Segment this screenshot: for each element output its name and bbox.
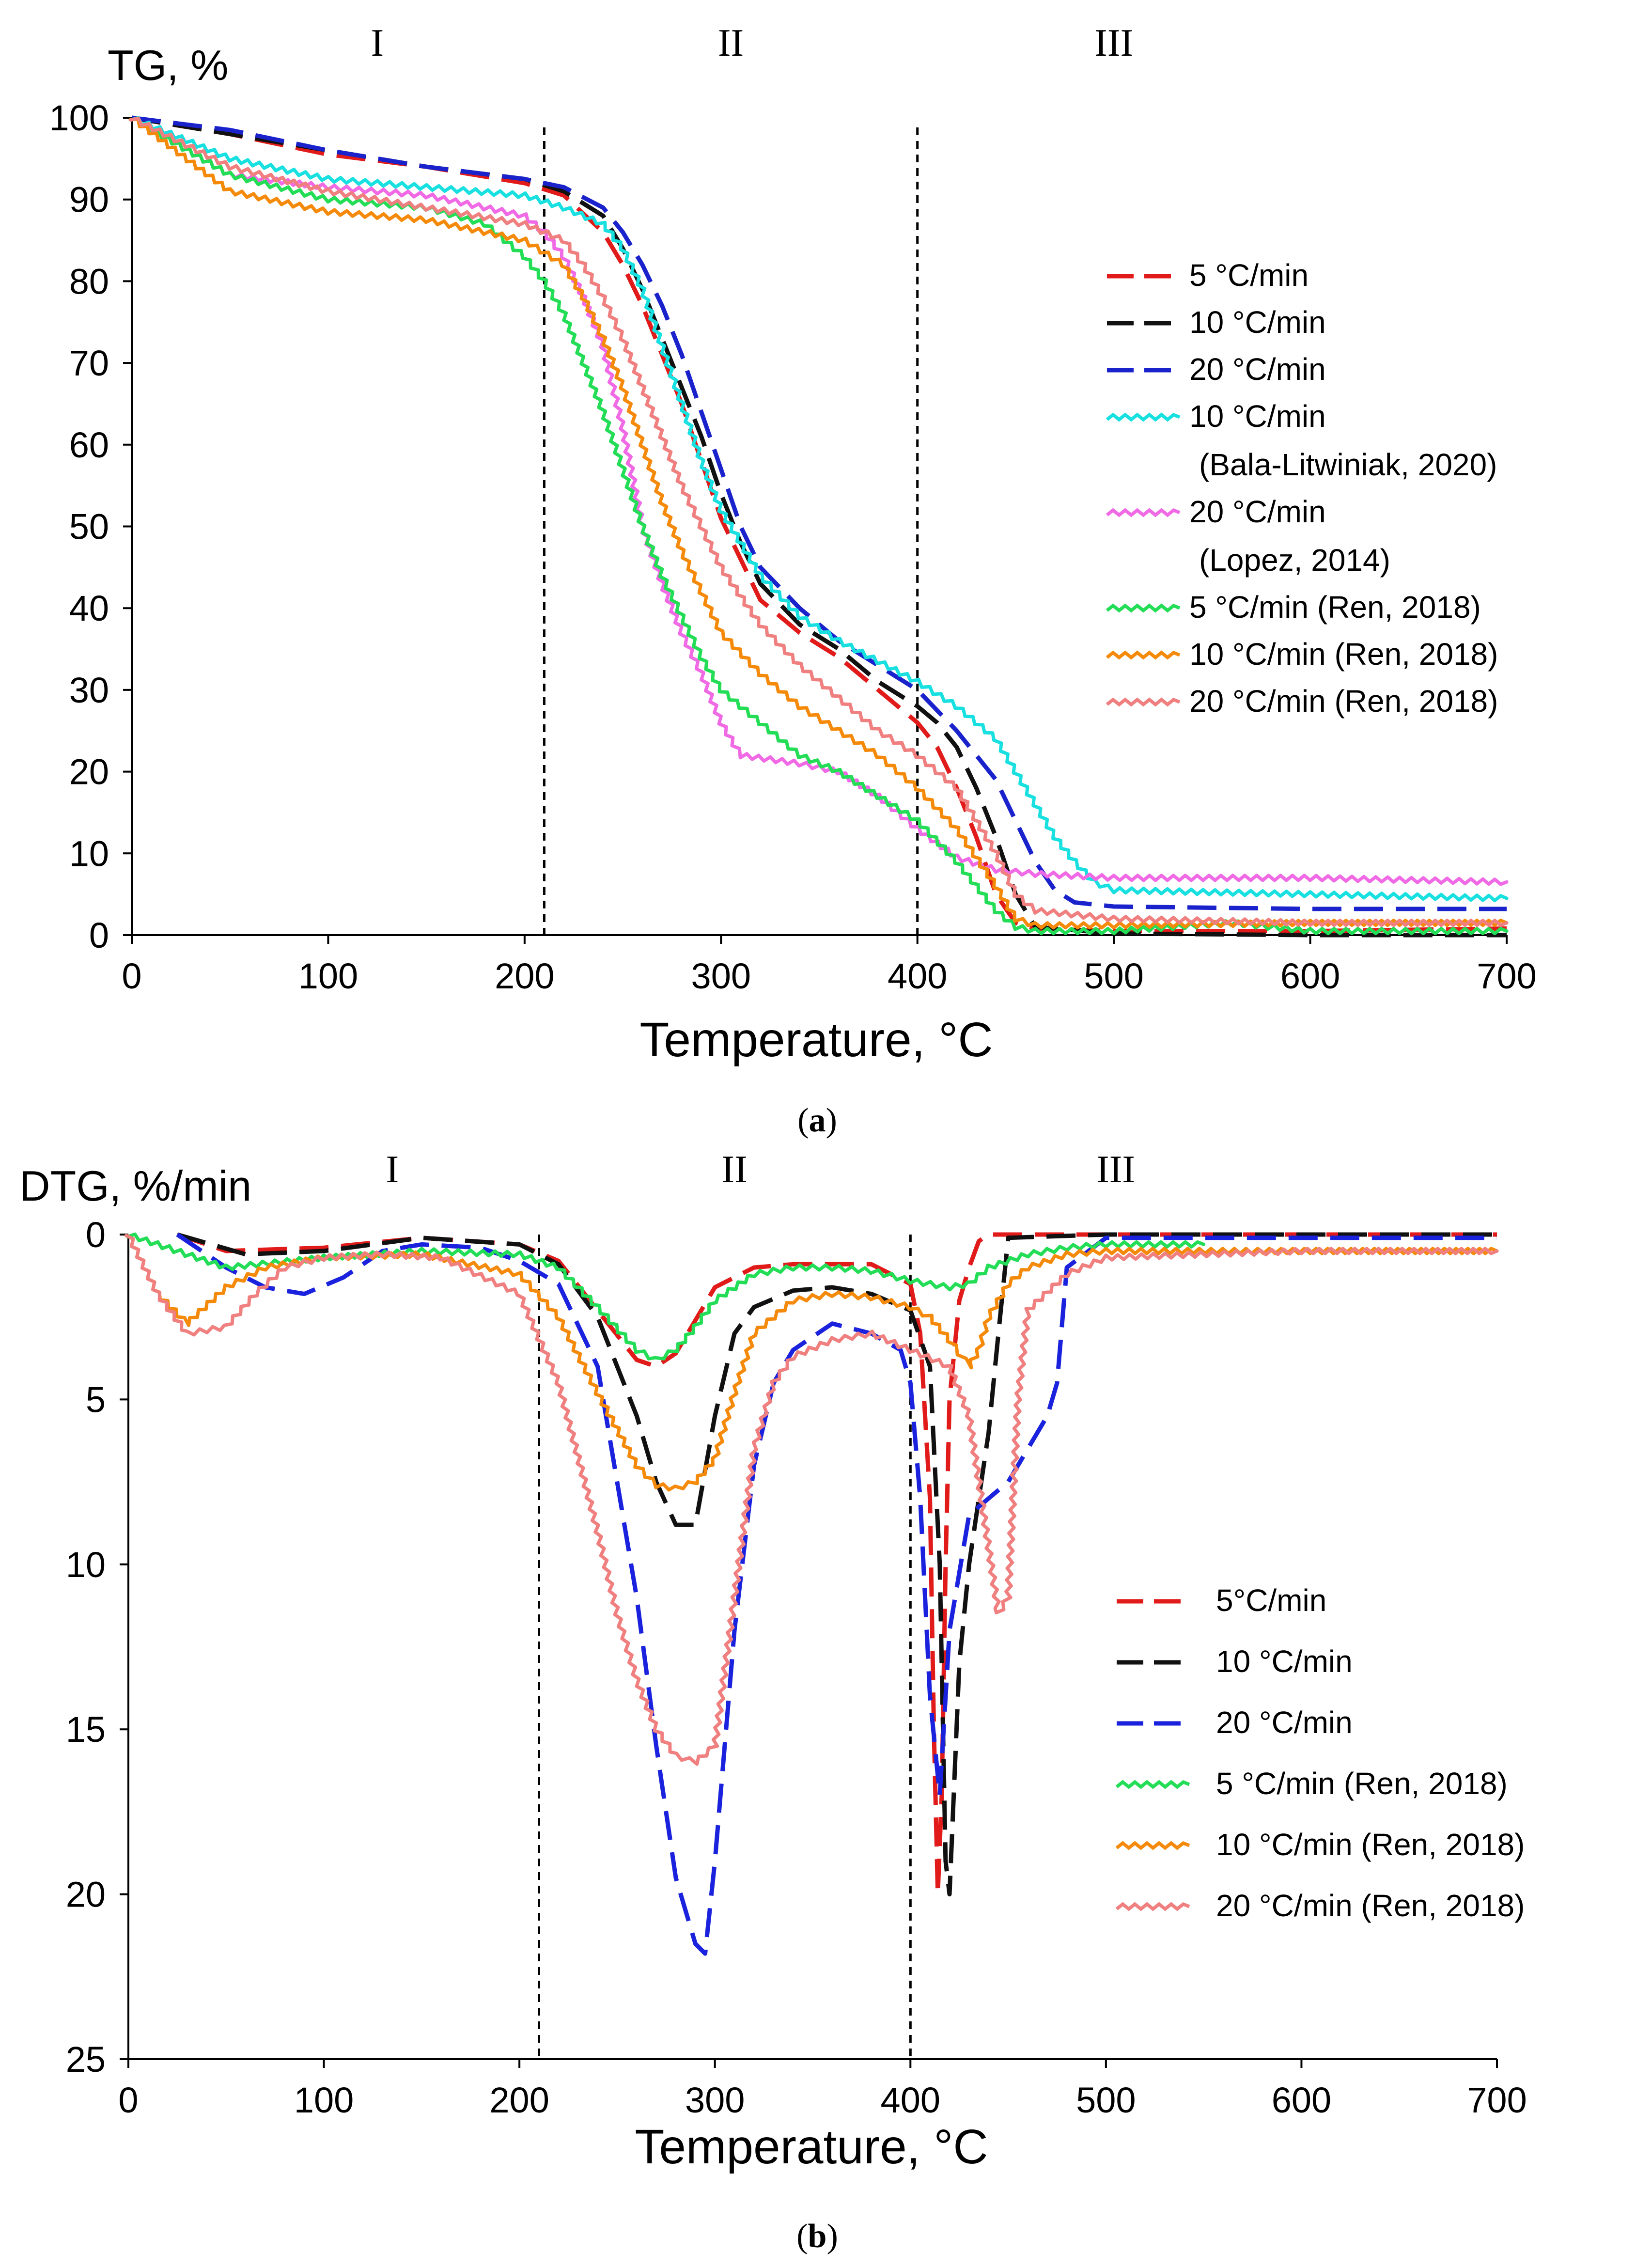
dtg-stage-label: III bbox=[1096, 1148, 1135, 1191]
tg-y-tick-label: 30 bbox=[69, 670, 109, 710]
dtg-y-tick-label: 25 bbox=[66, 2039, 106, 2080]
legend-swatch bbox=[1106, 508, 1181, 517]
tg-x-tick-label: 300 bbox=[691, 956, 751, 996]
legend-swatch bbox=[1115, 1902, 1190, 1911]
tg-series-10-c-min-bala-litwiniak-2020 bbox=[129, 116, 1509, 903]
tg-y-tick-label: 80 bbox=[69, 261, 109, 301]
tg-x-axis-title: Temperature, °C bbox=[639, 1013, 993, 1067]
tg-y-tick-label: 40 bbox=[69, 588, 109, 628]
legend-label: 5 °C/min (Ren, 2018) bbox=[1216, 1766, 1508, 1801]
dtg-series-20-c-min-ren-2018 bbox=[125, 1234, 1499, 1766]
legend-swatch bbox=[1106, 412, 1181, 422]
dtg-legend-entry-5-c-min-ren-2018: 5 °C/min (Ren, 2018) bbox=[1115, 1766, 1508, 1801]
legend-label: 10 °C/min bbox=[1189, 305, 1326, 340]
tg-plot-area: 0 100 200 300 400 500 600 700 0 10 20 30 40 50 60 70 80 9… bbox=[49, 22, 1537, 996]
dtg-series-5-c-min-ren-2018 bbox=[125, 1232, 1206, 1361]
tg-legend-entry-10-c-min-bala-litwiniak-2020: 10 °C/min (Bala-Litwiniak, 2020) bbox=[1106, 399, 1497, 482]
legend-label: 10 °C/min bbox=[1189, 399, 1326, 434]
legend-label: (Lopez, 2014) bbox=[1199, 543, 1390, 578]
legend-swatch bbox=[1115, 1841, 1190, 1850]
legend-label: 10 °C/min (Ren, 2018) bbox=[1216, 1827, 1525, 1862]
legend-swatch bbox=[1106, 650, 1181, 660]
panel-label-b: (b) bbox=[796, 2218, 838, 2255]
dtg-stage-label: I bbox=[386, 1148, 399, 1191]
tg-y-tick-label: 60 bbox=[69, 425, 109, 465]
dtg-x-tick-label: 600 bbox=[1272, 2080, 1331, 2120]
tg-series-10-c-min-ren-2018 bbox=[128, 117, 1509, 930]
dtg-legend-entry-20-c-min: 20 °C/min bbox=[1117, 1705, 1353, 1740]
tg-y-tick-label: 10 bbox=[69, 833, 109, 874]
tg-x-tick-label: 600 bbox=[1280, 956, 1340, 996]
legend-label: 10 °C/min (Ren, 2018) bbox=[1189, 637, 1498, 672]
tg-legend-entry-5-c-min: 5 °C/min bbox=[1107, 258, 1309, 293]
dtg-y-tick-label: 20 bbox=[66, 1875, 106, 1915]
dtg-y-axis-title: DTG, %/min bbox=[19, 1162, 251, 1210]
dtg-y-tick-label: 0 bbox=[86, 1215, 106, 1255]
legend-label: 20 °C/min (Ren, 2018) bbox=[1189, 684, 1498, 719]
dtg-stage-label: II bbox=[721, 1148, 747, 1191]
dtg-legend-entry-10-c-min: 10 °C/min bbox=[1117, 1644, 1353, 1679]
tg-panel: 0 100 200 300 400 500 600 700 0 10 20 30 40 50 60 70 80 9… bbox=[49, 22, 1537, 1139]
legend-label: 20 °C/min (Ren, 2018) bbox=[1216, 1888, 1525, 1923]
tg-legend-entry-20-c-min: 20 °C/min bbox=[1107, 352, 1326, 387]
legend-label: 5 °C/min bbox=[1189, 258, 1309, 293]
dtg-y-tick-label: 5 bbox=[86, 1379, 106, 1420]
tg-stage-label: III bbox=[1094, 22, 1133, 64]
tg-x-tick-label: 700 bbox=[1477, 956, 1536, 996]
tg-y-tick-label: 20 bbox=[69, 752, 109, 792]
legend-label: 20 °C/min bbox=[1189, 494, 1326, 529]
dtg-x-tick-label: 200 bbox=[489, 2080, 549, 2120]
dtg-series-5-c-min bbox=[176, 1232, 1497, 1897]
tg-x-tick-label: 400 bbox=[888, 956, 947, 996]
tg-y-tick-label: 70 bbox=[69, 343, 109, 383]
tg-legend-entry-5-c-min-ren-2018: 5 °C/min (Ren, 2018) bbox=[1106, 590, 1481, 625]
legend-label: 5°C/min bbox=[1216, 1583, 1326, 1618]
tg-legend-entry-20-c-min-lopez-2014: 20 °C/min (Lopez, 2014) bbox=[1106, 494, 1390, 578]
dtg-x-axis-title: Temperature, °C bbox=[635, 2120, 988, 2174]
tg-y-tick-label: 100 bbox=[49, 98, 109, 138]
legend-swatch bbox=[1106, 697, 1181, 707]
tg-series-20-c-min-lopez-2014 bbox=[129, 117, 1509, 886]
tg-stage-label: II bbox=[718, 22, 744, 64]
legend-label: 5 °C/min (Ren, 2018) bbox=[1189, 590, 1481, 625]
dtg-x-tick-label: 500 bbox=[1076, 2080, 1136, 2120]
tg-y-tick-label: 90 bbox=[69, 180, 109, 220]
tg-x-tick-label: 100 bbox=[298, 956, 358, 996]
legend-label: 10 °C/min bbox=[1216, 1644, 1353, 1679]
dtg-x-tick-label: 100 bbox=[294, 2080, 354, 2120]
dtg-legend-entry-5-c-min: 5°C/min bbox=[1117, 1583, 1326, 1618]
legend-label: (Bala-Litwiniak, 2020) bbox=[1199, 447, 1497, 482]
tg-legend-entry-10-c-min-ren-2018: 10 °C/min (Ren, 2018) bbox=[1106, 637, 1498, 672]
tg-x-tick-label: 200 bbox=[495, 956, 554, 996]
tg-legend-entry-10-c-min: 10 °C/min bbox=[1107, 305, 1326, 340]
tg-legend-entry-20-c-min-ren-2018: 20 °C/min (Ren, 2018) bbox=[1106, 684, 1498, 719]
tg-y-tick-label: 50 bbox=[69, 507, 109, 547]
dtg-y-tick-label: 15 bbox=[66, 1709, 106, 1750]
dtg-x-tick-label: 300 bbox=[685, 2080, 745, 2120]
dtg-x-tick-label: 700 bbox=[1467, 2080, 1527, 2120]
tg-y-tick-label: 0 bbox=[89, 915, 109, 955]
dtg-legend-entry-20-c-min-ren-2018: 20 °C/min (Ren, 2018) bbox=[1115, 1888, 1525, 1923]
dtg-x-tick-label: 0 bbox=[118, 2080, 138, 2120]
dtg-legend-entry-10-c-min-ren-2018: 10 °C/min (Ren, 2018) bbox=[1115, 1827, 1525, 1862]
tg-x-tick-label: 500 bbox=[1084, 956, 1143, 996]
panel-label-a: (a) bbox=[797, 1102, 837, 1139]
tg-series-20-c-min-ren-2018 bbox=[129, 116, 1509, 927]
tg-stage-label: I bbox=[371, 22, 384, 64]
tg-x-tick-label: 0 bbox=[122, 956, 141, 996]
dtg-series-20-c-min bbox=[176, 1233, 1497, 1956]
tg-y-axis-title: TG, % bbox=[108, 41, 228, 89]
dtg-x-tick-label: 400 bbox=[881, 2080, 940, 2120]
legend-label: 20 °C/min bbox=[1216, 1705, 1353, 1740]
legend-swatch bbox=[1106, 603, 1181, 613]
dtg-y-tick-label: 10 bbox=[66, 1545, 106, 1585]
legend-label: 20 °C/min bbox=[1189, 352, 1326, 387]
dtg-series-10-c-min bbox=[176, 1232, 1497, 1897]
legend-swatch bbox=[1115, 1780, 1190, 1789]
